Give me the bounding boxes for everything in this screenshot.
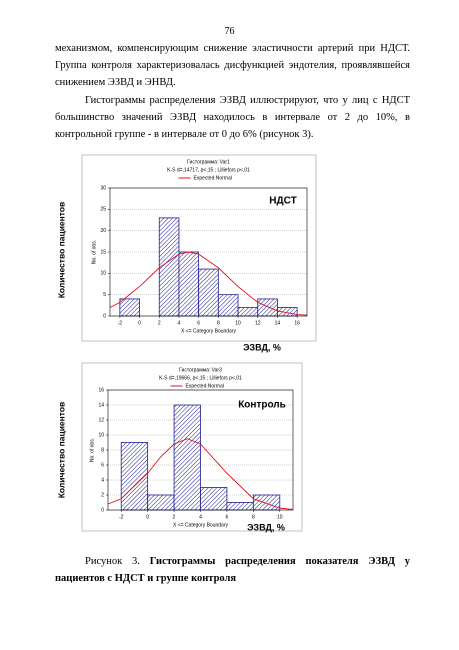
x-tick-label: 6 [226, 514, 229, 520]
x-tick-label: 8 [252, 514, 255, 520]
y-axis-label: No. of obs. [91, 240, 97, 264]
y-tick-label: 12 [98, 417, 104, 423]
x-tick-label: 0 [146, 514, 149, 520]
histogram-bar [119, 298, 140, 317]
outer-y-label: Количество пациентов [56, 402, 66, 499]
y-tick-label: 0 [103, 313, 106, 319]
histogram-bar [257, 298, 278, 317]
x-tick-label: 0 [138, 320, 141, 326]
x-tick-label: 2 [173, 514, 176, 520]
y-tick-label: 8 [101, 447, 104, 453]
normal-curve [107, 438, 294, 510]
x-tick-label: 14 [275, 320, 281, 326]
figure-caption: Рисунок 3. Гистограммы распределения пок… [55, 553, 410, 587]
chart-subtitle: K-S d=,19666, p<,15 ; Lilliefors p<,01 [159, 375, 242, 381]
outer-x-label: ЭЗВД, % [247, 522, 285, 532]
x-tick-label: 4 [199, 514, 202, 520]
histogram-bar [200, 487, 228, 511]
x-axis-label: X <= Category Boundary [173, 522, 229, 528]
normal-curve [109, 251, 308, 316]
x-tick-label: -2 [119, 514, 124, 520]
paragraph: механизмом, компенсирующим снижение элас… [55, 43, 410, 88]
y-tick-label: 4 [101, 477, 104, 483]
x-tick-label: 4 [178, 320, 181, 326]
x-tick-label: 12 [255, 320, 261, 326]
y-tick-label: 10 [98, 432, 104, 438]
x-tick-label: 10 [235, 320, 241, 326]
x-tick-label: 10 [277, 514, 283, 520]
x-tick-label: 8 [217, 320, 220, 326]
x-tick-label: 16 [294, 320, 300, 326]
histogram-bar [178, 251, 200, 317]
paragraph: Гистограммы распределения ЭЗВД иллюстрир… [55, 95, 410, 140]
histogram-bar [237, 307, 259, 317]
legend-label: Expected Normal [186, 383, 224, 389]
x-axis-label: X <= Category Boundary [181, 328, 237, 334]
histogram-bar [217, 294, 239, 317]
chart-subtitle: K-S d=,14717, p<,15 ; Lilliefors p<,01 [167, 167, 250, 173]
y-tick-label: 6 [101, 462, 104, 468]
y-tick-label: 25 [100, 207, 106, 213]
y-tick-label: 0 [101, 507, 104, 513]
legend-label: Expected Normal [194, 175, 232, 181]
y-tick-label: 10 [100, 271, 106, 277]
histogram-bar [173, 404, 201, 511]
y-tick-label: 15 [100, 249, 106, 255]
caption-label: Рисунок 3. [85, 556, 140, 567]
y-tick-label: 30 [100, 185, 106, 191]
outer-x-label: ЭЗВД, % [243, 342, 281, 352]
y-axis-label: No. of obs. [89, 438, 95, 462]
caption-text: Гистограммы распределения показателя ЭЗВ… [55, 556, 411, 584]
page-number: 76 [224, 26, 235, 37]
x-tick-label: 2 [158, 320, 161, 326]
plot-frame [107, 389, 294, 511]
histogram-bar [198, 268, 219, 317]
histogram-bar [252, 494, 281, 511]
chart-title: Гистограмма: Var1 [187, 159, 230, 165]
plot-frame [109, 187, 308, 317]
histogram-bar [147, 494, 175, 511]
histogram-bar [226, 502, 254, 511]
outer-y-label: Количество пациентов [56, 202, 66, 299]
y-tick-label: 14 [98, 402, 104, 408]
chart-annotation: НДСТ [269, 196, 296, 207]
y-tick-label: 2 [101, 492, 104, 498]
chart-title: Гистограмма: Var3 [179, 367, 222, 373]
histogram-bar [158, 217, 180, 317]
x-tick-label: -2 [118, 320, 123, 326]
y-tick-label: 20 [100, 228, 106, 234]
x-tick-label: 6 [197, 320, 200, 326]
y-tick-label: 16 [98, 387, 104, 393]
chart-annotation: Контроль [238, 400, 286, 411]
histogram-bar [120, 442, 149, 511]
y-tick-label: 5 [103, 292, 106, 298]
